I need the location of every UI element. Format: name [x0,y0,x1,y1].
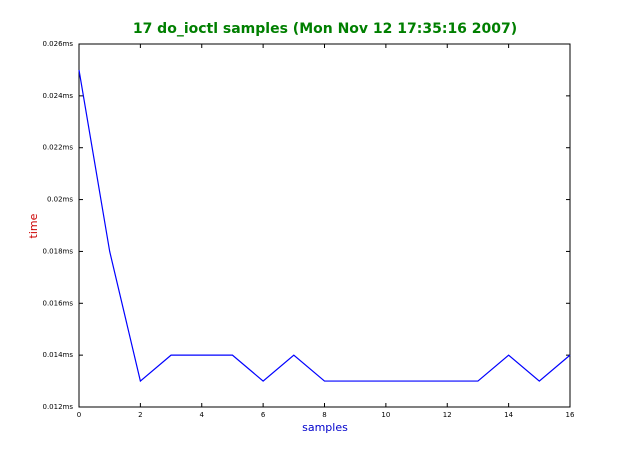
y-axis-label: time [27,213,40,238]
chart-title: 17 do_ioctl samples (Mon Nov 12 17:35:16… [133,21,517,37]
y-tick-label: 0.022ms [42,144,73,152]
y-tick-label: 0.012ms [42,403,73,411]
x-tick-label: 12 [443,411,452,419]
x-tick-label: 14 [504,411,513,419]
data-line [78,69,571,383]
y-tick-label: 0.02ms [47,196,73,204]
y-tick-label: 0.026ms [42,40,73,48]
plot-area [78,43,571,408]
x-tick-label: 10 [381,411,390,419]
y-tick-label: 0.024ms [42,92,73,100]
x-tick-label: 2 [138,411,142,419]
y-tick-label: 0.016ms [42,299,73,307]
x-tick-label: 4 [200,411,205,419]
x-tick-label: 0 [77,411,81,419]
y-tick-label: 0.018ms [42,247,73,255]
x-tick-label: 6 [261,411,266,419]
y-tick-label: 0.014ms [42,351,73,359]
x-tick-label: 16 [566,411,575,419]
x-tick-label: 8 [322,411,326,419]
x-axis-label: samples [302,421,348,434]
